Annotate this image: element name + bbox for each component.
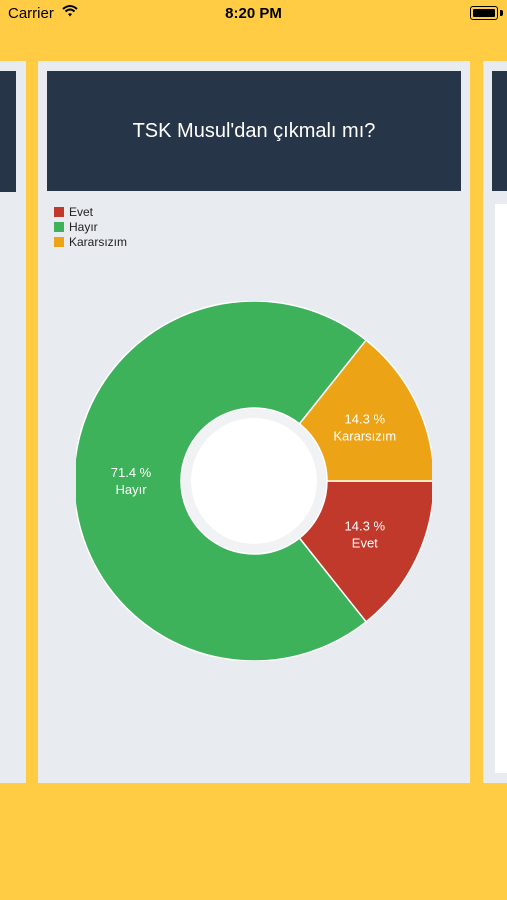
legend-item-evet: Evet	[54, 204, 127, 219]
legend-item-hayir: Hayır	[54, 219, 127, 234]
slice-percent-kararsizim: 14.3 %	[345, 412, 386, 427]
chart-legend: Evet Hayır Kararsızım	[54, 204, 127, 249]
slice-kararsizim[interactable]	[298, 339, 432, 482]
slice-name-evet: Evet	[352, 535, 378, 550]
slice-percent-evet: 14.3 %	[345, 518, 386, 533]
slice-hayir[interactable]	[76, 301, 368, 661]
next-poll-card[interactable]	[483, 61, 507, 783]
donut-chart[interactable]: 14.3 % Evet 71.4 % Hayır 14.3 % Kararsızım	[76, 301, 432, 661]
donut-hole	[191, 418, 317, 544]
legend-item-kararsizim: Kararsızım	[54, 234, 127, 249]
legend-swatch-hayir	[54, 221, 64, 232]
battery-tip	[500, 10, 503, 16]
carrier-label: Carrier	[8, 5, 54, 22]
slice-evet[interactable]	[298, 480, 432, 623]
legend-label-evet: Evet	[69, 204, 94, 219]
next-poll-body	[495, 204, 507, 773]
poll-header: TSK Musul'dan çıkmalı mı?	[47, 71, 461, 191]
status-bar: Carrier 8:20 PM	[0, 0, 507, 28]
legend-label-kararsizim: Kararsızım	[69, 234, 128, 249]
next-poll-header	[492, 71, 507, 191]
battery-icon	[470, 6, 498, 20]
legend-swatch-kararsizim	[54, 236, 64, 247]
slice-percent-hayir: 71.4 %	[111, 465, 152, 480]
wifi-icon	[62, 4, 78, 22]
donut-inner-ring	[181, 408, 327, 554]
legend-label-hayir: Hayır	[69, 219, 98, 234]
clock: 8:20 PM	[225, 5, 282, 22]
poll-title: TSK Musul'dan çıkmalı mı?	[132, 119, 376, 142]
slice-name-kararsizim: Kararsızım	[333, 429, 396, 444]
slice-name-hayir: Hayır	[115, 482, 147, 497]
legend-swatch-evet	[54, 206, 64, 217]
previous-poll-header	[0, 71, 16, 192]
poll-card: TSK Musul'dan çıkmalı mı? Evet Hayır Kar…	[38, 61, 470, 783]
previous-poll-card[interactable]	[0, 61, 26, 783]
